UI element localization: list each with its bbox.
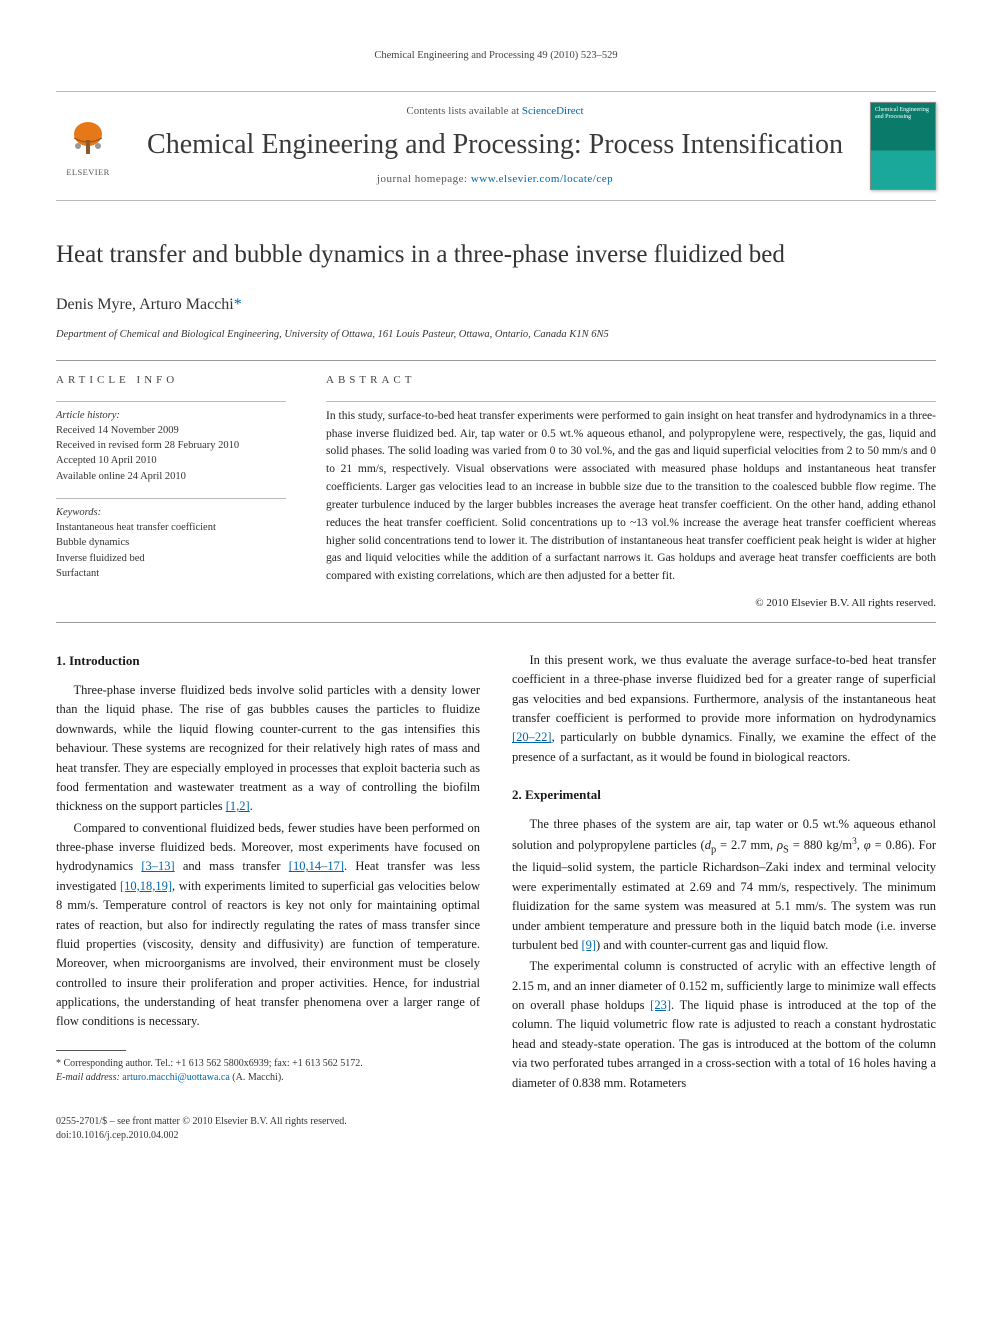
text: = 0.86). For the liquid–solid system, th…	[512, 838, 936, 952]
masthead-center: Contents lists available at ScienceDirec…	[136, 104, 854, 187]
paragraph: Compared to conventional fluidized beds,…	[56, 819, 480, 1032]
keyword: Instantaneous heat transfer coefficient	[56, 520, 286, 535]
footnote-rule	[56, 1050, 126, 1051]
history-received: Received 14 November 2009	[56, 423, 286, 438]
doi-line: doi:10.1016/j.cep.2010.04.002	[56, 1129, 936, 1143]
spacer	[512, 769, 936, 785]
rule-bottom	[56, 622, 936, 623]
elsevier-logo: ELSEVIER	[56, 110, 120, 182]
keywords-block: Keywords: Instantaneous heat transfer co…	[56, 498, 286, 581]
article-info: article info Article history: Received 1…	[56, 373, 286, 612]
abstract: abstract In this study, surface-to-bed h…	[326, 373, 936, 612]
symbol: φ	[864, 838, 871, 852]
text: ) and with counter-current gas and liqui…	[596, 938, 828, 952]
running-head: Chemical Engineering and Processing 49 (…	[56, 48, 936, 63]
homepage-prefix: journal homepage:	[377, 173, 471, 185]
affiliation: Department of Chemical and Biological En…	[56, 327, 936, 342]
history-label: Article history:	[56, 408, 286, 423]
journal-cover-thumb: Chemical Engineering and Processing	[870, 102, 936, 190]
keyword: Inverse fluidized bed	[56, 551, 286, 566]
email-person: (A. Macchi).	[230, 1072, 284, 1083]
reference-link[interactable]: [10,18,19]	[120, 879, 172, 893]
text: = 880 kg/m	[789, 838, 852, 852]
reference-link[interactable]: [23]	[650, 998, 671, 1012]
abstract-body: In this study, surface-to-bed heat trans…	[326, 401, 936, 586]
contents-prefix: Contents lists available at	[406, 105, 521, 117]
section-heading: 1. Introduction	[56, 651, 480, 671]
footnote-line: * Corresponding author. Tel.: +1 613 562…	[56, 1057, 480, 1071]
body-columns: 1. Introduction Three-phase inverse flui…	[56, 651, 936, 1093]
history-online: Available online 24 April 2010	[56, 469, 286, 484]
abstract-heading: abstract	[326, 373, 936, 389]
text: , particularly on bubble dynamics. Final…	[512, 730, 936, 763]
text: , with experiments limited to superficia…	[56, 879, 480, 1029]
reference-link[interactable]: [1,2]	[226, 799, 250, 813]
paragraph: The three phases of the system are air, …	[512, 815, 936, 955]
page: Chemical Engineering and Processing 49 (…	[0, 0, 992, 1183]
keyword: Surfactant	[56, 566, 286, 581]
reference-link[interactable]: [9]	[581, 938, 596, 952]
reference-link[interactable]: [20–22]	[512, 730, 552, 744]
footnote-block: * Corresponding author. Tel.: +1 613 562…	[56, 1050, 480, 1085]
authors: Denis Myre, Arturo Macchi*	[56, 293, 936, 316]
text: = 2.7 mm,	[716, 838, 777, 852]
paragraph: The experimental column is constructed o…	[512, 957, 936, 1093]
bottom-meta: 0255-2701/$ – see front matter © 2010 El…	[56, 1115, 936, 1143]
reference-link[interactable]: [10,14–17]	[289, 859, 344, 873]
abstract-copyright: © 2010 Elsevier B.V. All rights reserved…	[326, 596, 936, 612]
keyword: Bubble dynamics	[56, 535, 286, 550]
info-abstract-row: article info Article history: Received 1…	[56, 373, 936, 612]
issn-line: 0255-2701/$ – see front matter © 2010 El…	[56, 1115, 936, 1129]
history-revised: Received in revised form 28 February 201…	[56, 438, 286, 453]
info-heading: article info	[56, 373, 286, 389]
masthead: ELSEVIER Contents lists available at Sci…	[56, 91, 936, 201]
homepage-link[interactable]: www.elsevier.com/locate/cep	[471, 173, 613, 185]
authors-names: Denis Myre, Arturo Macchi	[56, 296, 234, 313]
sciencedirect-link[interactable]: ScienceDirect	[522, 105, 584, 117]
contents-line: Contents lists available at ScienceDirec…	[136, 104, 854, 120]
article-title: Heat transfer and bubble dynamics in a t…	[56, 237, 936, 273]
text: and mass transfer	[175, 859, 289, 873]
elsevier-name: ELSEVIER	[66, 166, 109, 178]
corresponding-marker[interactable]: *	[234, 296, 242, 313]
keywords-label: Keywords:	[56, 505, 286, 520]
reference-link[interactable]: [3–13]	[141, 859, 174, 873]
journal-name: Chemical Engineering and Processing: Pro…	[136, 128, 854, 162]
section-heading: 2. Experimental	[512, 785, 936, 805]
text: .	[250, 799, 253, 813]
text: Three-phase inverse fluidized beds invol…	[56, 683, 480, 813]
elsevier-tree-icon	[64, 116, 112, 164]
history-accepted: Accepted 10 April 2010	[56, 453, 286, 468]
homepage-line: journal homepage: www.elsevier.com/locat…	[136, 172, 854, 188]
history-block: Article history: Received 14 November 20…	[56, 401, 286, 484]
text: In this present work, we thus evaluate t…	[512, 653, 936, 725]
rule-top	[56, 360, 936, 361]
email-link[interactable]: arturo.macchi@uottawa.ca	[122, 1072, 230, 1083]
text: ,	[857, 838, 864, 852]
footnote-line: E-mail address: arturo.macchi@uottawa.ca…	[56, 1071, 480, 1085]
paragraph: In this present work, we thus evaluate t…	[512, 651, 936, 767]
corresponding-footnote: * Corresponding author. Tel.: +1 613 562…	[56, 1057, 480, 1085]
paragraph: Three-phase inverse fluidized beds invol…	[56, 681, 480, 817]
email-label: E-mail address:	[56, 1072, 122, 1083]
